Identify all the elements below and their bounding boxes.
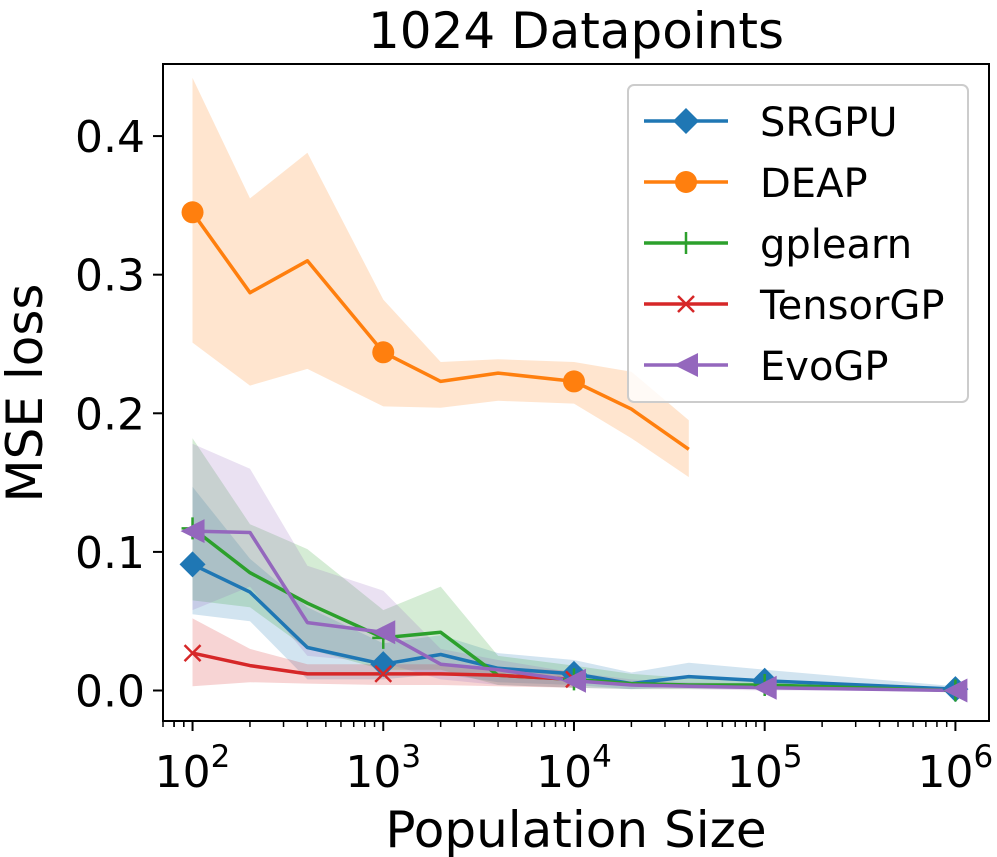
legend-label-srgpu: SRGPU xyxy=(760,100,898,146)
evogp-line xyxy=(192,529,956,693)
x-tick-label: 106 xyxy=(918,739,994,798)
y-tick-label: 0.4 xyxy=(75,112,145,163)
tensorgp-point xyxy=(374,664,393,683)
evogp-point xyxy=(180,519,205,544)
legend-marker-evogp xyxy=(674,353,698,377)
deap-point xyxy=(181,201,204,224)
legend-label-tensorgp: TensorGP xyxy=(759,283,944,329)
x-tick-label: 104 xyxy=(536,739,612,798)
srgpu-point xyxy=(370,651,397,678)
deap-point xyxy=(562,370,585,393)
evogp-point xyxy=(371,620,396,645)
legend-label-gplearn: gplearn xyxy=(760,222,912,268)
tensorgp-point xyxy=(183,644,202,662)
x-axis: 102 103 104 105 106 xyxy=(155,721,994,798)
srgpu-point xyxy=(179,551,206,578)
legend-marker-gplearn xyxy=(675,232,697,254)
plot-frame xyxy=(162,63,990,722)
legend-marker-deap xyxy=(675,171,697,193)
legend-label-evogp: EvoGP xyxy=(760,344,889,390)
evogp-point xyxy=(561,668,586,693)
deap-band xyxy=(192,77,689,478)
y-tick-label: 0.3 xyxy=(75,251,145,302)
x-tick-label: 103 xyxy=(345,739,421,798)
evogp-point xyxy=(943,678,968,703)
series-markers xyxy=(179,201,969,703)
deap-point xyxy=(372,341,395,364)
deap-line xyxy=(191,211,690,451)
legend-marker-srgpu xyxy=(673,108,699,134)
chart-title: 1024 Datapoints xyxy=(368,2,784,60)
y-tick-label: 0.0 xyxy=(75,667,145,718)
x-tick-label: 102 xyxy=(155,739,231,798)
y-tick-label: 0.2 xyxy=(75,389,145,440)
evogp-band xyxy=(192,443,956,691)
y-axis-label: MSE loss xyxy=(0,284,54,503)
y-axis: 0.0 0.1 0.2 0.3 0.4 xyxy=(75,112,163,718)
x-axis-label: Population Size xyxy=(385,801,766,857)
legend-marker-tensorgp xyxy=(677,295,695,313)
x-tick-label: 105 xyxy=(727,739,803,798)
legend: SRGPU DEAP gplearn TensorGP EvoGP xyxy=(627,84,969,403)
legend-label-deap: DEAP xyxy=(760,161,868,207)
y-tick-label: 0.1 xyxy=(75,528,145,579)
evogp-point xyxy=(752,675,777,700)
legend-box xyxy=(627,84,969,403)
